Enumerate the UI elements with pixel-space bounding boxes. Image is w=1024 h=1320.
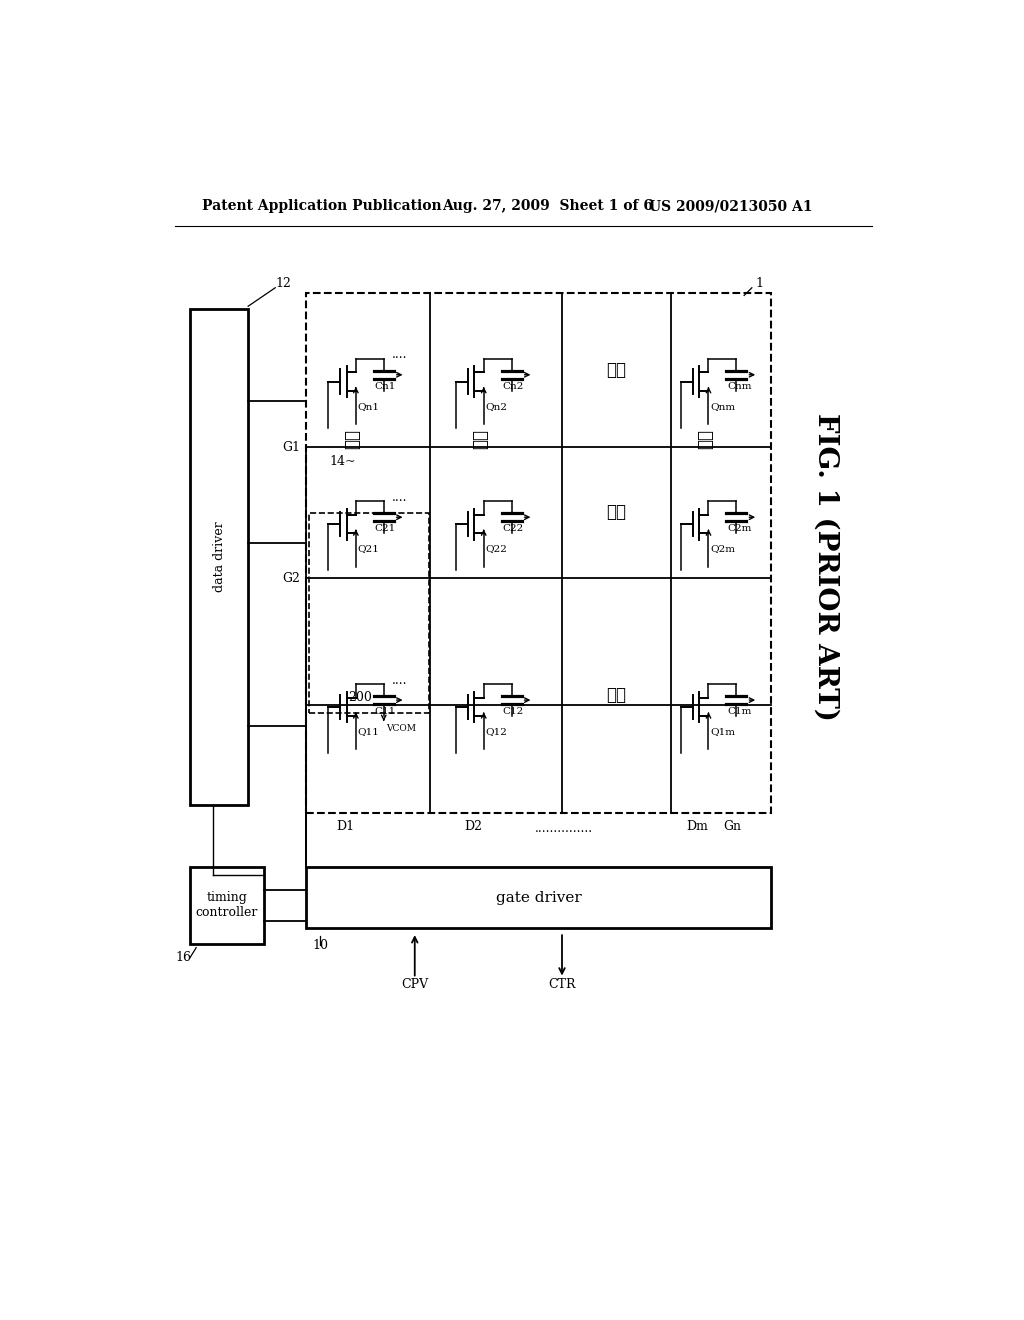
Text: Q2m: Q2m bbox=[710, 544, 735, 553]
Text: Cn2: Cn2 bbox=[503, 381, 523, 391]
Text: ....: .... bbox=[391, 491, 407, 504]
Bar bbox=[190, 867, 263, 944]
Text: C2m: C2m bbox=[727, 524, 752, 533]
Text: 〜〜: 〜〜 bbox=[606, 504, 627, 521]
Text: D2: D2 bbox=[464, 820, 482, 833]
Text: 〜〜: 〜〜 bbox=[606, 362, 627, 379]
Text: C11: C11 bbox=[375, 708, 395, 717]
Bar bbox=[306, 867, 771, 928]
Text: Patent Application Publication: Patent Application Publication bbox=[202, 199, 441, 213]
Text: ....: .... bbox=[391, 348, 407, 362]
Text: C22: C22 bbox=[503, 524, 523, 533]
Text: G1: G1 bbox=[282, 441, 300, 454]
Text: Qn1: Qn1 bbox=[357, 403, 380, 411]
Text: 10: 10 bbox=[312, 939, 329, 952]
Text: 〜〜: 〜〜 bbox=[472, 429, 489, 449]
Text: Qn2: Qn2 bbox=[485, 403, 507, 411]
Text: Q21: Q21 bbox=[357, 544, 379, 553]
Text: D1: D1 bbox=[336, 820, 354, 833]
Text: C1m: C1m bbox=[727, 708, 752, 717]
Text: US 2009/0213050 A1: US 2009/0213050 A1 bbox=[649, 199, 812, 213]
Text: C12: C12 bbox=[503, 708, 523, 717]
Text: CTR: CTR bbox=[548, 978, 575, 991]
Text: ....: .... bbox=[391, 673, 407, 686]
Bar bbox=[309, 512, 429, 713]
Text: 1: 1 bbox=[756, 277, 764, 290]
Text: Qnm: Qnm bbox=[710, 403, 735, 411]
Text: gate driver: gate driver bbox=[496, 891, 582, 904]
Text: FIG. 1 (PRIOR ART): FIG. 1 (PRIOR ART) bbox=[812, 413, 839, 721]
Text: Aug. 27, 2009  Sheet 1 of 6: Aug. 27, 2009 Sheet 1 of 6 bbox=[442, 199, 653, 213]
Text: Cn1: Cn1 bbox=[375, 381, 396, 391]
Text: Q11: Q11 bbox=[357, 727, 379, 737]
Text: data driver: data driver bbox=[213, 521, 225, 593]
Text: 200: 200 bbox=[348, 690, 373, 704]
Text: Dm: Dm bbox=[687, 820, 709, 833]
Text: VCOM: VCOM bbox=[386, 723, 416, 733]
Text: 14~: 14~ bbox=[330, 454, 356, 467]
Text: 16: 16 bbox=[176, 952, 191, 964]
Bar bbox=[190, 309, 248, 805]
Text: Cnm: Cnm bbox=[727, 381, 752, 391]
Text: 〜〜: 〜〜 bbox=[697, 429, 714, 449]
Text: 12: 12 bbox=[275, 277, 291, 290]
Text: C21: C21 bbox=[375, 524, 395, 533]
Text: timing
controller: timing controller bbox=[196, 891, 258, 919]
Text: ...............: ............... bbox=[535, 822, 593, 834]
Text: Q1m: Q1m bbox=[710, 727, 735, 737]
Text: Gn: Gn bbox=[724, 820, 741, 833]
Text: Q22: Q22 bbox=[485, 544, 507, 553]
Bar bbox=[306, 293, 771, 813]
Text: CPV: CPV bbox=[401, 978, 428, 991]
Text: 〜〜: 〜〜 bbox=[606, 686, 627, 704]
Text: G2: G2 bbox=[283, 572, 300, 585]
Text: 〜〜: 〜〜 bbox=[344, 429, 361, 449]
Text: Q12: Q12 bbox=[485, 727, 507, 737]
